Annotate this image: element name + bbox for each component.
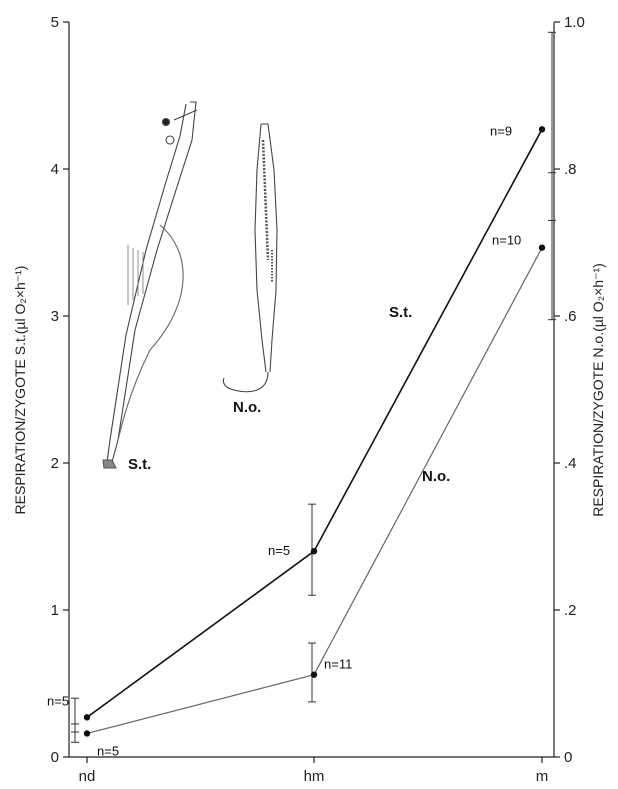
left-tick-label: 1 xyxy=(51,602,59,619)
left-tick-label: 2 xyxy=(51,455,59,472)
right-axis-title: RESPIRATION/ZYGOTE N.o.(µl O₂×h⁻¹) xyxy=(590,263,606,517)
data-point xyxy=(83,730,91,737)
data-point xyxy=(538,126,546,133)
right-tick-label: .8 xyxy=(564,161,577,178)
series-st: n=5 n=5 n=9 xyxy=(47,31,556,733)
left-tick-label: 5 xyxy=(51,14,59,31)
x-tick-label: m xyxy=(536,768,549,785)
axis-ticks: 0 1 2 3 4 5 0 .2 .4 .6 .8 1.0 nd hm m xyxy=(51,14,585,785)
n-label: n=5 xyxy=(268,543,290,558)
inset-label-no: N.o. xyxy=(233,399,261,416)
series-no: n=5 n=11 n=10 xyxy=(71,172,556,758)
left-tick-label: 4 xyxy=(51,161,59,178)
data-point xyxy=(83,714,91,721)
n-label: n=9 xyxy=(490,123,512,138)
st-zygote-illustration xyxy=(102,101,198,469)
n-label: n=5 xyxy=(47,693,69,708)
n-label: n=11 xyxy=(324,657,352,672)
n-label: n=5 xyxy=(97,743,119,758)
left-tick-label: 0 xyxy=(51,749,59,766)
series-label-st: S.t. xyxy=(389,304,412,321)
right-tick-label: 1.0 xyxy=(564,14,585,31)
right-tick-label: .4 xyxy=(564,455,577,472)
x-tick-label: nd xyxy=(79,768,96,785)
right-tick-label: .6 xyxy=(564,308,577,325)
n-label: n=10 xyxy=(492,233,521,248)
left-axis-title: RESPIRATION/ZYGOTE S.t.(µl O₂×h⁻¹) xyxy=(12,266,28,515)
series-label-no: N.o. xyxy=(422,468,450,485)
series-line xyxy=(86,247,543,735)
data-point xyxy=(538,244,546,251)
data-point xyxy=(310,548,318,555)
right-tick-label: .2 xyxy=(564,602,577,619)
right-tick-label: 0 xyxy=(564,749,572,766)
no-zygote-illustration xyxy=(222,123,278,393)
data-point xyxy=(310,671,318,678)
x-tick-label: hm xyxy=(304,768,325,785)
left-tick-label: 3 xyxy=(51,308,59,325)
series-layer: n=5 n=5 n=9 n=5 n=11 n=10 xyxy=(47,31,556,758)
inset-label-st: S.t. xyxy=(128,456,151,473)
